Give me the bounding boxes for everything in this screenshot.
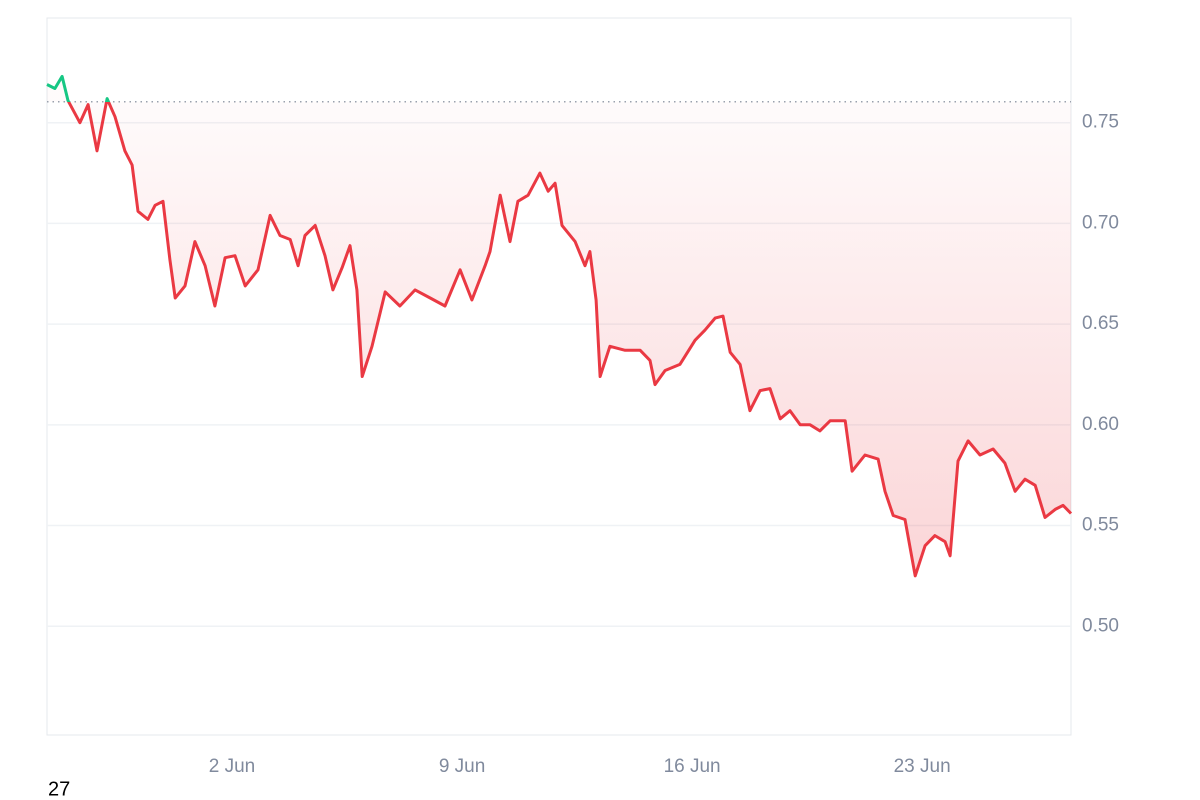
corner-label: 27: [48, 778, 70, 800]
area: [47, 76, 1071, 576]
y-tick-label: 0.50: [1082, 615, 1119, 636]
y-tick-label: 0.55: [1082, 515, 1119, 536]
y-tick-label: 0.70: [1082, 212, 1119, 233]
y-tick-label: 0.65: [1082, 313, 1119, 334]
y-tick-label: 0.60: [1082, 414, 1119, 435]
x-tick-label: 16 Jun: [664, 756, 721, 777]
x-tick-label: 9 Jun: [439, 756, 485, 777]
y-tick-label: 0.75: [1082, 112, 1119, 133]
price-line: [46, 74, 1073, 578]
x-tick-label: 23 Jun: [894, 756, 951, 777]
x-tick-label: 2 Jun: [209, 756, 255, 777]
